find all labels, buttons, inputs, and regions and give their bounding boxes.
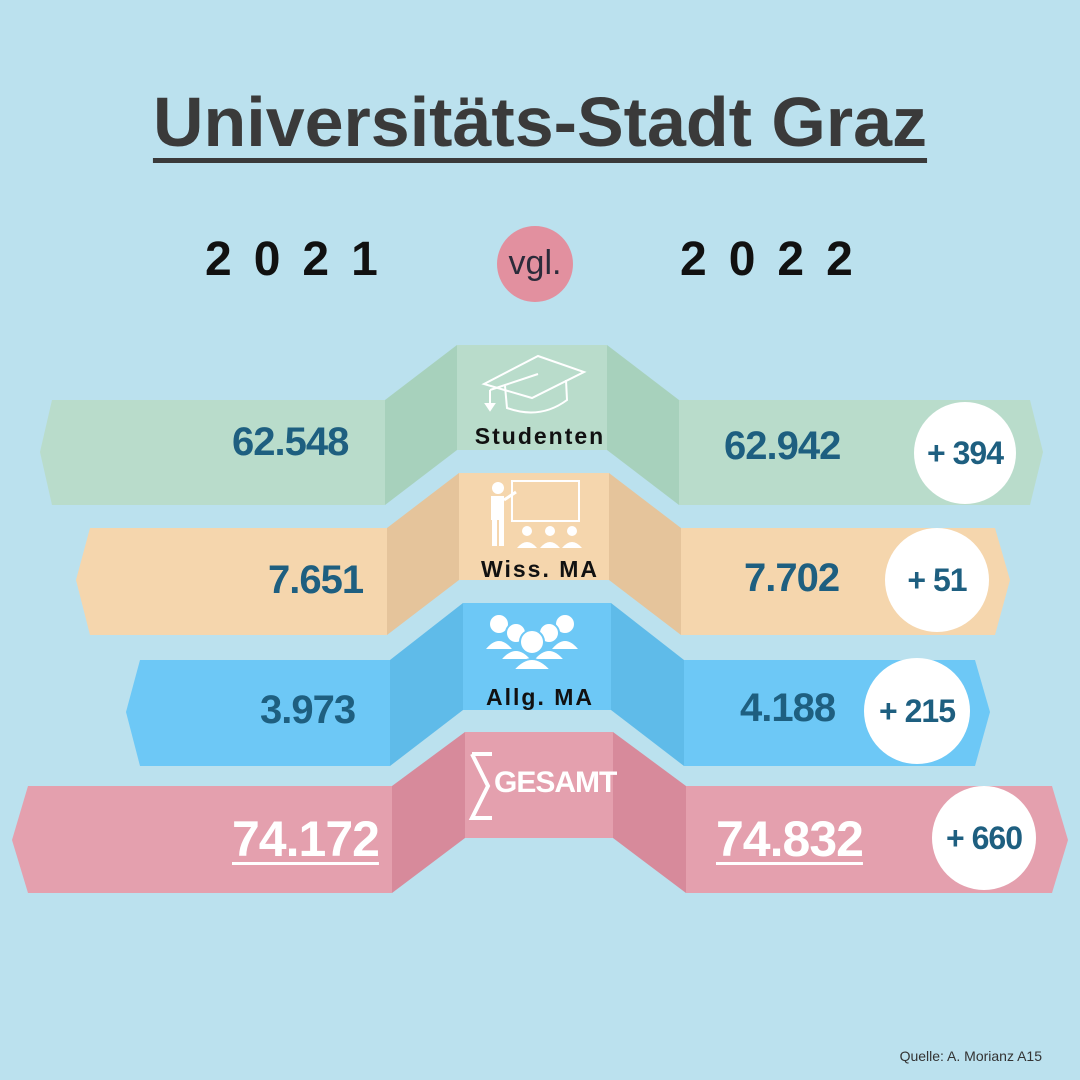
graduation-cap-icon: [481, 354, 587, 414]
allg-2021-value: 3.973: [260, 688, 356, 732]
row-studenten-shapes: [40, 345, 1043, 505]
compare-badge: vgl.: [497, 226, 573, 302]
allg-2022-value: 4.188: [740, 686, 836, 730]
source-note: Quelle: A. Morianz A15: [899, 1048, 1042, 1064]
sigma-icon: [468, 752, 492, 820]
studenten-diff-badge: + 394: [914, 402, 1016, 504]
wiss-2021-value: 7.651: [268, 558, 364, 602]
gesamt-label: GESAMT: [494, 766, 617, 799]
studenten-2022-value: 62.942: [724, 424, 841, 468]
gesamt-diff-badge: + 660: [932, 786, 1036, 890]
wiss-2022-value: 7.702: [744, 556, 840, 600]
year-2021: 2021: [205, 233, 400, 286]
allg-diff-badge: + 215: [864, 658, 970, 764]
allg-label: Allg. MA: [486, 684, 594, 710]
studenten-2021-value: 62.548: [232, 420, 349, 464]
gesamt-2021-value: 74.172: [232, 811, 380, 867]
wiss-label: Wiss. MA: [480, 556, 600, 582]
gesamt-2022-value: 74.832: [716, 811, 864, 867]
group-icon: [481, 613, 583, 671]
page-title: Universitäts-Stadt Graz: [152, 83, 928, 161]
wiss-diff-badge: + 51: [885, 528, 989, 632]
studenten-label: Studenten: [474, 423, 606, 449]
teacher-icon: [491, 480, 582, 548]
year-2022: 2022: [680, 233, 875, 286]
